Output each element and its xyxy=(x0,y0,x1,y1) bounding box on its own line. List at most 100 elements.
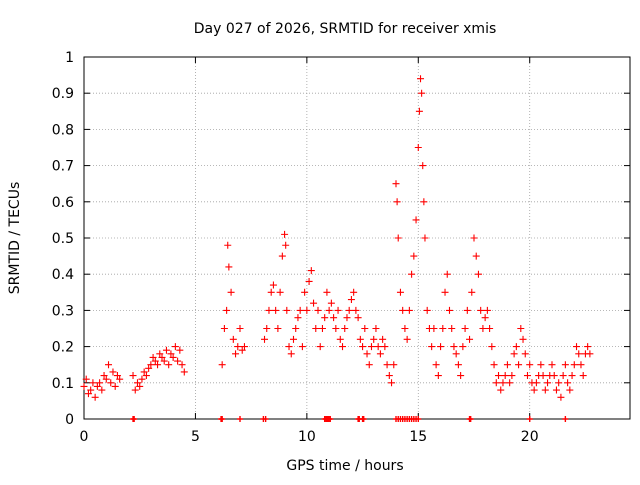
data-point xyxy=(105,361,113,369)
data-point xyxy=(441,288,449,296)
data-point xyxy=(283,306,291,314)
data-point xyxy=(365,361,373,369)
data-point xyxy=(376,350,384,358)
data-point xyxy=(359,343,367,351)
data-point xyxy=(225,263,233,271)
data-point xyxy=(131,386,139,394)
data-point xyxy=(220,325,228,332)
y-tick-label: 0.8 xyxy=(52,122,74,138)
data-point xyxy=(539,372,547,380)
data-point xyxy=(321,314,329,322)
data-point xyxy=(383,361,391,369)
data-point xyxy=(113,372,121,380)
data-point xyxy=(439,325,447,332)
data-point xyxy=(468,288,476,296)
data-point xyxy=(526,361,534,369)
data-point xyxy=(84,390,92,398)
data-point xyxy=(336,335,344,343)
data-point xyxy=(294,314,302,322)
data-point xyxy=(530,386,538,394)
data-point xyxy=(278,252,286,260)
data-point xyxy=(223,306,231,314)
data-point xyxy=(573,343,581,351)
data-point xyxy=(171,343,179,351)
zero-point xyxy=(131,416,138,422)
data-point xyxy=(305,277,313,285)
data-point xyxy=(412,216,420,224)
data-point xyxy=(116,375,124,383)
data-point xyxy=(575,350,583,358)
data-point xyxy=(111,382,119,390)
data-point xyxy=(318,325,326,332)
data-point xyxy=(356,335,364,343)
y-tick-label: 0.5 xyxy=(52,231,74,247)
data-point xyxy=(303,306,311,314)
data-point xyxy=(459,343,467,351)
data-point xyxy=(341,325,349,332)
data-point xyxy=(350,288,358,296)
y-tick-label: 0.7 xyxy=(52,159,74,175)
data-point xyxy=(334,306,342,314)
data-point xyxy=(133,379,141,387)
data-point xyxy=(417,75,425,83)
data-point xyxy=(339,343,347,351)
data-point xyxy=(564,379,572,387)
zero-point xyxy=(526,416,533,422)
data-point xyxy=(510,350,518,358)
data-point xyxy=(521,350,529,358)
data-point xyxy=(367,343,375,351)
grid xyxy=(84,57,630,419)
data-point xyxy=(167,350,175,358)
data-point xyxy=(561,361,569,369)
data-point xyxy=(519,335,527,343)
zero-point xyxy=(327,416,334,422)
data-point xyxy=(156,350,164,358)
data-point xyxy=(486,325,494,332)
data-point xyxy=(314,306,322,314)
data-point xyxy=(555,379,563,387)
data-point xyxy=(423,306,431,314)
data-point xyxy=(96,379,104,387)
data-point xyxy=(470,234,478,242)
x-tick-label: 15 xyxy=(409,429,427,445)
data-point xyxy=(89,379,97,387)
data-point xyxy=(312,325,320,332)
zero-point xyxy=(262,416,269,422)
data-point xyxy=(557,393,565,401)
data-point xyxy=(292,325,300,332)
data-point xyxy=(162,346,170,354)
data-point xyxy=(495,372,503,380)
data-point xyxy=(234,343,242,351)
data-point xyxy=(180,368,188,376)
chart-title: Day 027 of 2026, SRMTID for receiver xmi… xyxy=(194,21,497,37)
data-point xyxy=(515,361,523,369)
data-point xyxy=(508,372,516,380)
data-point xyxy=(506,379,514,387)
data-point xyxy=(379,335,387,343)
data-point xyxy=(432,361,440,369)
data-point xyxy=(327,299,335,307)
data-point xyxy=(421,234,429,242)
data-point xyxy=(174,357,182,365)
data-point xyxy=(568,372,576,380)
data-point xyxy=(512,343,520,351)
data-point xyxy=(445,306,453,314)
data-point xyxy=(437,343,445,351)
data-point xyxy=(98,386,106,394)
data-point xyxy=(176,346,184,354)
data-point xyxy=(501,372,509,380)
data-point xyxy=(227,288,235,296)
data-point xyxy=(401,325,409,332)
data-point xyxy=(154,361,162,369)
data-point xyxy=(354,314,362,322)
data-point xyxy=(503,361,511,369)
data-point xyxy=(394,234,402,242)
data-point xyxy=(330,314,338,322)
data-point xyxy=(390,361,398,369)
data-point xyxy=(479,325,487,332)
data-point xyxy=(224,241,232,249)
zero-point xyxy=(415,416,422,422)
data-point xyxy=(457,372,465,380)
y-axis-label: SRMTID / TECUs xyxy=(7,182,23,295)
